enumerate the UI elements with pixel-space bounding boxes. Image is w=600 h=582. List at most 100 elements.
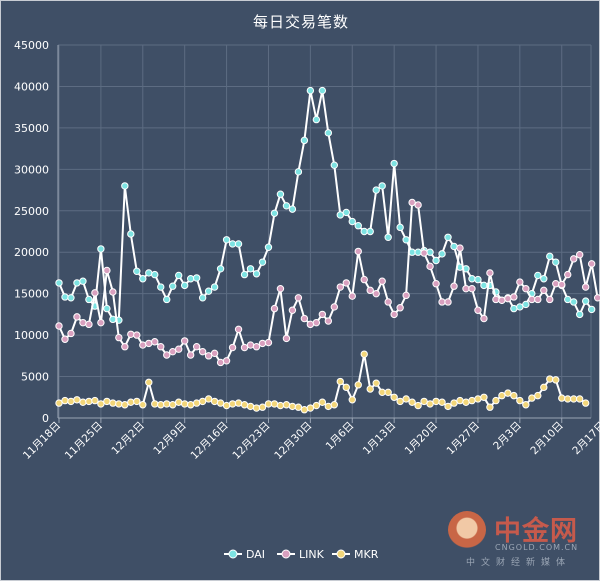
data-point-dai: [151, 270, 159, 279]
data-point-mkr: [115, 400, 123, 408]
data-point-mkr: [575, 395, 584, 403]
data-point-mkr: [420, 397, 428, 406]
data-point-link: [414, 201, 422, 209]
data-point-link: [85, 320, 93, 329]
x-tick-label: 11月25日: [63, 420, 105, 462]
data-point-dai: [581, 297, 590, 305]
data-point-dai: [414, 248, 422, 256]
data-point-dai: [336, 211, 344, 219]
y-tick-label: 15000: [14, 288, 49, 301]
data-point-mkr: [240, 401, 249, 409]
data-point-dai: [85, 295, 93, 304]
data-point-mkr: [216, 399, 225, 407]
y-tick-label: 35000: [14, 122, 49, 135]
data-point-link: [438, 298, 446, 306]
y-tick-label: 30000: [14, 163, 49, 176]
data-point-link: [234, 325, 243, 334]
data-point-mkr: [324, 402, 333, 411]
data-point-mkr: [180, 400, 189, 408]
y-tick-label: 5000: [21, 371, 49, 384]
data-point-link: [91, 289, 99, 297]
data-point-mkr: [552, 376, 560, 384]
data-point-link: [312, 318, 321, 327]
data-point-mkr: [145, 378, 153, 387]
x-tick-label: 1月20日: [403, 420, 441, 458]
data-point-dai: [474, 275, 482, 284]
x-tick-label: 11月18日: [21, 420, 63, 462]
data-point-mkr: [79, 398, 87, 406]
data-point-mkr: [73, 396, 81, 404]
y-tick-label: 45000: [14, 39, 49, 52]
data-point-mkr: [504, 389, 512, 397]
data-point-mkr: [360, 350, 368, 358]
data-point-link: [342, 279, 350, 287]
data-point-dai: [396, 223, 404, 232]
data-point-mkr: [480, 393, 488, 401]
data-point-dai: [258, 258, 267, 266]
data-point-mkr: [133, 397, 141, 406]
legend-label-dai: DAI: [246, 548, 265, 561]
data-point-mkr: [408, 398, 416, 406]
data-point-link: [288, 306, 297, 314]
data-point-dai: [55, 279, 63, 287]
data-point-mkr: [581, 399, 590, 407]
data-point-mkr: [462, 398, 470, 406]
data-point-dai: [192, 274, 201, 282]
data-point-mkr: [348, 396, 356, 404]
data-point-link: [79, 318, 87, 327]
data-point-mkr: [294, 403, 303, 411]
data-point-dai: [103, 304, 111, 313]
data-point-link: [534, 295, 542, 304]
data-point-dai: [516, 303, 524, 311]
data-point-link: [540, 286, 548, 295]
data-point-link: [504, 294, 512, 303]
data-point-dai: [157, 283, 165, 291]
data-point-link: [169, 347, 177, 356]
data-point-mkr: [474, 395, 482, 403]
data-point-dai: [342, 208, 350, 217]
data-point-dai: [372, 186, 380, 194]
data-point-mkr: [372, 379, 380, 387]
data-point-dai: [216, 265, 225, 273]
watermark-subtitle: 中文财经新媒体: [466, 558, 572, 568]
data-point-mkr: [384, 388, 392, 397]
data-point-link: [390, 310, 398, 319]
data-point-mkr: [444, 402, 452, 411]
data-point-dai: [318, 86, 327, 95]
data-point-link: [450, 282, 458, 290]
x-tick-label: 1月13日: [361, 420, 399, 458]
legend-label-link: LINK: [299, 548, 325, 561]
data-point-link: [55, 322, 63, 330]
data-point-mkr: [169, 401, 177, 409]
data-point-link: [210, 349, 219, 358]
data-point-link: [157, 343, 165, 351]
data-point-mkr: [175, 398, 183, 406]
data-point-link: [276, 284, 285, 293]
data-point-link: [348, 292, 356, 300]
data-point-dai: [546, 252, 554, 261]
data-point-link: [258, 339, 267, 348]
data-point-mkr: [252, 404, 261, 412]
x-tick-label: 12月9日: [151, 420, 189, 458]
data-point-mkr: [222, 401, 231, 410]
data-point-mkr: [300, 406, 309, 414]
data-point-dai: [510, 304, 518, 313]
data-point-dai: [61, 293, 69, 301]
data-point-dai: [587, 305, 596, 314]
x-tick-label: 2月3日: [491, 420, 524, 453]
watermark-name: 中金网: [494, 516, 578, 547]
x-tick-label: 1月27日: [445, 420, 483, 458]
data-point-link: [216, 358, 225, 367]
data-point-link: [264, 338, 273, 347]
data-point-mkr: [67, 397, 75, 406]
data-point-mkr: [85, 397, 93, 406]
x-tick-label: 2月17日: [570, 420, 600, 458]
data-point-mkr: [127, 398, 135, 406]
data-point-link: [570, 255, 578, 263]
data-point-link: [246, 341, 255, 349]
data-point-link: [306, 320, 315, 329]
data-point-mkr: [342, 383, 350, 392]
data-point-link: [372, 289, 380, 298]
data-point-dai: [384, 233, 392, 242]
